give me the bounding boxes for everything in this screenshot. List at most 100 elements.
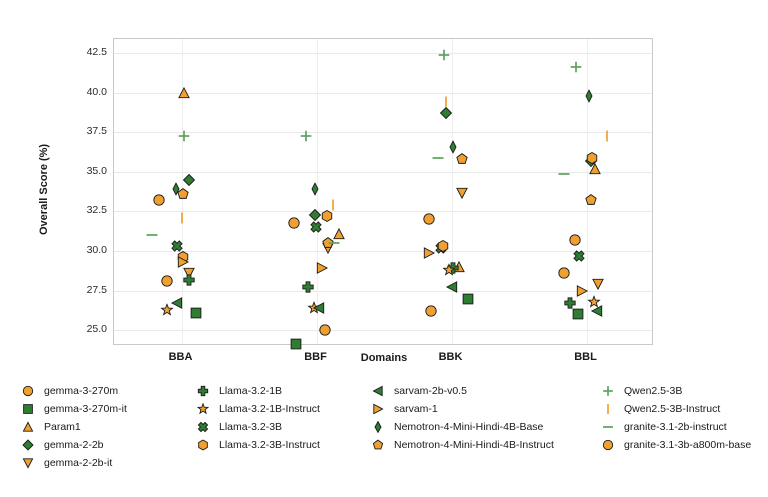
data-point-marker	[446, 139, 459, 154]
legend-item-label: gemma-3-270m-it	[44, 402, 127, 415]
data-point-marker	[178, 86, 191, 99]
legend-item[interactable]: sarvam-2b-v0.5	[368, 382, 554, 399]
legend-column: gemma-3-270m gemma-3-270m-it Param1 gemma-2…	[18, 382, 127, 472]
data-point-marker	[153, 194, 166, 207]
legend-item[interactable]: gemma-3-270m-it	[18, 400, 127, 417]
legend-item-label: Llama-3.2-3B-Instruct	[219, 438, 320, 451]
x-tick-label: BBF	[304, 351, 327, 363]
data-point-marker	[558, 267, 571, 280]
plot-area	[113, 38, 654, 350]
data-point-marker	[586, 151, 599, 164]
x-axis-label: Domains	[360, 352, 408, 364]
legend-item[interactable]: Nemotron-4-Mini-Hindi-4B-Base	[368, 418, 554, 435]
data-point-marker	[300, 129, 313, 142]
legend-item-label: gemma-2-2b-it	[44, 456, 113, 469]
data-point-marker	[568, 233, 581, 246]
x-tick-label: BBL	[574, 351, 597, 363]
data-point-marker	[583, 89, 596, 103]
legend-item[interactable]: Llama-3.2-1B	[193, 382, 320, 399]
gridline-horizontal	[114, 92, 652, 94]
data-point-marker	[322, 237, 335, 250]
data-point-marker	[312, 302, 325, 315]
legend-item[interactable]: Llama-3.2-3B-Instruct	[193, 436, 320, 453]
data-points-layer	[114, 39, 654, 350]
data-point-marker	[441, 263, 456, 277]
legend-item[interactable]: Nemotron-4-Mini-Hindi-4B-Instruct	[368, 436, 554, 453]
y-tick-label: 32.5	[86, 204, 107, 217]
legend-column: Llama-3.2-1B Llama-3.2-1B-Instruct Llama-3…	[193, 382, 320, 454]
y-tick-label: 30.0	[86, 244, 107, 257]
legend-item[interactable]: Llama-3.2-3B	[193, 418, 320, 435]
data-point-marker	[573, 249, 586, 262]
data-point-marker	[461, 292, 474, 305]
square-marker-icon	[18, 401, 38, 417]
data-point-marker	[455, 153, 468, 166]
data-point-marker	[309, 221, 322, 234]
legend-item-label: sarvam-1	[394, 402, 438, 415]
legend-item[interactable]: granite-3.1-3b-a800m-base	[598, 436, 751, 453]
data-point-marker	[564, 297, 577, 310]
x-tick-label: BBK	[438, 351, 463, 363]
data-point-marker	[288, 216, 301, 229]
data-point-marker	[438, 48, 451, 61]
gridline-vertical	[586, 39, 588, 344]
pentagon-marker-icon	[368, 437, 388, 453]
legend-item[interactable]: gemma-2-2b-it	[18, 454, 127, 471]
legend-item-label: Llama-3.2-3B	[219, 420, 283, 433]
legend-item-label: sarvam-2b-v0.5	[394, 384, 467, 397]
data-point-marker	[160, 302, 174, 316]
legend-item-label: Param1	[44, 420, 81, 433]
gridline-horizontal	[114, 132, 652, 134]
y-tick-label: 37.5	[86, 125, 107, 138]
circle-marker-icon	[598, 437, 618, 453]
legend-item[interactable]: gemma-3-270m	[18, 382, 127, 399]
legend-item[interactable]: Param1	[18, 418, 127, 435]
x-tick-label: BBA	[168, 351, 193, 363]
y-tick-label: 35.0	[86, 164, 107, 177]
data-point-marker	[175, 211, 188, 224]
legend-item[interactable]: Llama-3.2-1B-Instruct	[193, 400, 320, 417]
data-point-marker	[432, 151, 445, 164]
data-point-marker	[592, 278, 605, 291]
legend-item[interactable]: gemma-2-2b	[18, 436, 127, 453]
legend-item[interactable]: granite-3.1-2b-instruct	[598, 418, 751, 435]
data-point-marker	[332, 227, 345, 240]
data-point-marker	[445, 281, 458, 294]
legend-item-label: gemma-3-270m	[44, 384, 119, 397]
legend-item-label: Nemotron-4-Mini-Hindi-4B-Instruct	[394, 438, 554, 451]
data-point-marker	[176, 188, 189, 201]
circle-marker-icon	[18, 383, 38, 399]
legend-item[interactable]: sarvam-1	[368, 400, 554, 417]
legend-item-label: Nemotron-4-Mini-Hindi-4B-Base	[394, 420, 544, 433]
data-point-marker	[182, 173, 196, 186]
legend-item[interactable]: Qwen2.5-3B-Instruct	[598, 400, 751, 417]
data-point-marker	[328, 237, 341, 250]
plus-filled-marker-icon	[193, 383, 213, 399]
star-marker-icon	[193, 401, 213, 417]
data-point-marker	[171, 240, 184, 253]
y-tick-label: 42.5	[86, 46, 107, 59]
legend-item-label: Llama-3.2-1B	[219, 384, 283, 397]
data-point-marker	[170, 297, 184, 310]
gridline-horizontal	[114, 53, 652, 55]
data-point-marker	[316, 262, 329, 275]
data-point-marker	[182, 267, 195, 280]
data-point-marker	[439, 96, 452, 109]
legend-column: sarvam-2b-v0.5 sarvam-1 Nemotron-4-Mini-Hi…	[368, 382, 554, 454]
triangle-right-marker-icon	[368, 401, 388, 417]
y-tick-label: 25.0	[86, 323, 107, 336]
data-point-marker	[424, 305, 437, 318]
legend-item-label: gemma-2-2b	[44, 438, 104, 451]
data-point-marker	[589, 162, 602, 175]
legend-item-label: Qwen2.5-3B-Instruct	[624, 402, 721, 415]
data-point-marker	[439, 107, 452, 120]
y-axis-tick-labels: 25.0 27.5 30.0 32.5 35.0 37.5 40.0 42.5	[0, 0, 107, 497]
data-point-marker	[169, 182, 182, 197]
legend-item-label: granite-3.1-2b-instruct	[624, 420, 727, 433]
legend-item[interactable]: Qwen2.5-3B	[598, 382, 751, 399]
y-tick-label: 40.0	[86, 85, 107, 98]
data-point-marker	[571, 308, 584, 321]
legend-item-label: granite-3.1-3b-a800m-base	[624, 438, 752, 451]
data-point-marker	[309, 182, 322, 197]
